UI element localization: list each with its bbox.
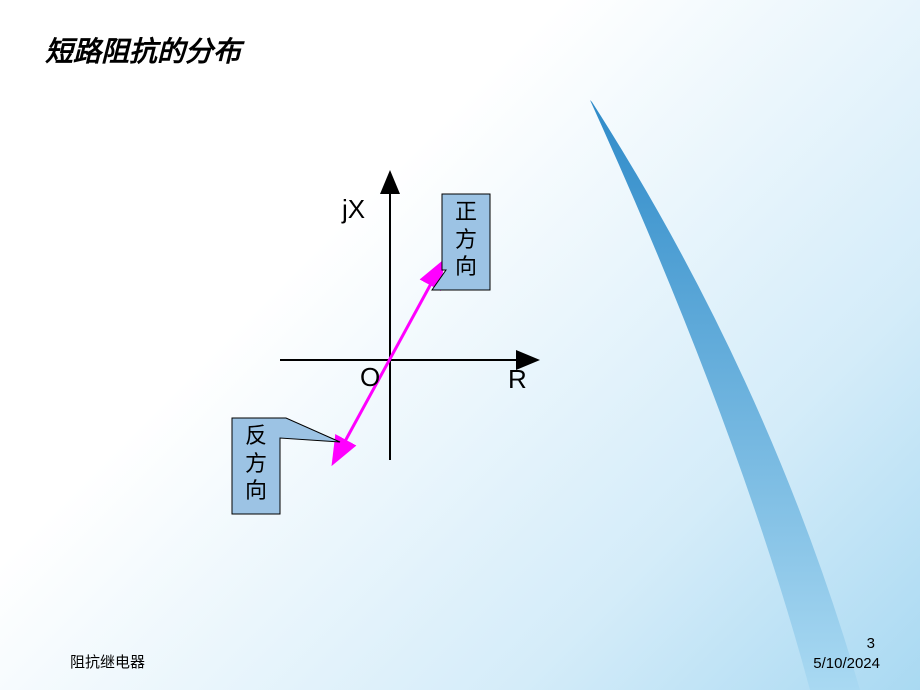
diagram-svg [200,170,600,570]
callout-char: 方 [232,450,280,478]
origin-label: O [360,362,380,393]
impedance-diagram: jX R O 正 方 向 反 方 向 [200,170,600,570]
x-axis-label: R [508,364,527,395]
slide-title: 短路阻抗的分布 [45,30,241,70]
page-number: 3 [867,635,875,652]
callout-positive-text: 正 方 向 [442,194,490,281]
footer-date: 5/10/2024 [813,655,880,672]
callout-negative-text: 反 方 向 [232,418,280,505]
y-axis-label: jX [342,194,365,225]
impedance-vector [343,280,433,445]
swoosh-path [590,100,860,690]
callout-char: 方 [442,226,490,254]
callout-char: 反 [232,422,280,450]
callout-char: 正 [442,198,490,226]
callout-char: 向 [442,253,490,281]
callout-char: 向 [232,477,280,505]
footer-left-text: 阻抗继电器 [70,651,145,672]
